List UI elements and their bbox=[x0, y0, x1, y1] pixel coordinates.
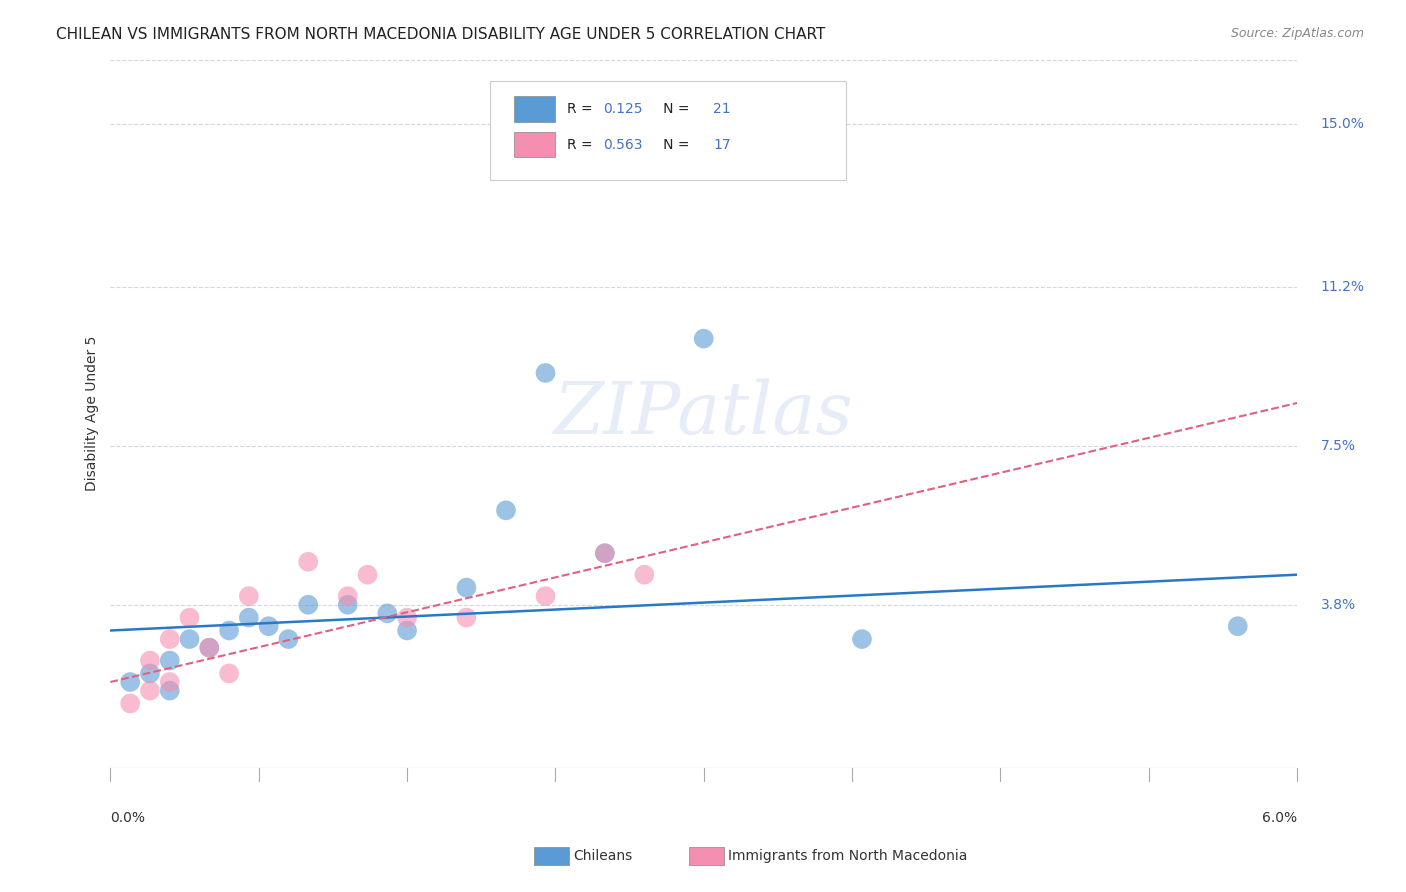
Point bbox=[159, 683, 181, 698]
Point bbox=[356, 567, 378, 582]
Point bbox=[534, 366, 557, 380]
Point bbox=[238, 610, 260, 624]
Point bbox=[198, 640, 221, 655]
Text: N =: N = bbox=[651, 103, 695, 116]
Point bbox=[534, 589, 557, 603]
Text: N =: N = bbox=[651, 137, 695, 152]
Point bbox=[179, 610, 201, 624]
Point bbox=[277, 632, 299, 646]
Point bbox=[218, 624, 240, 638]
Point bbox=[495, 503, 517, 517]
Point bbox=[198, 640, 221, 655]
Text: Immigrants from North Macedonia: Immigrants from North Macedonia bbox=[728, 849, 967, 863]
Point bbox=[297, 555, 319, 569]
Bar bbox=[513, 132, 555, 157]
Text: 3.8%: 3.8% bbox=[1320, 598, 1355, 612]
Point bbox=[159, 632, 181, 646]
Point bbox=[396, 610, 419, 624]
Point bbox=[257, 619, 280, 633]
Point bbox=[159, 675, 181, 690]
Point bbox=[159, 654, 181, 668]
Text: 11.2%: 11.2% bbox=[1320, 280, 1365, 294]
Point bbox=[633, 567, 655, 582]
Text: 17: 17 bbox=[713, 137, 731, 152]
Point bbox=[593, 546, 616, 560]
Text: 0.563: 0.563 bbox=[603, 137, 643, 152]
Text: R =: R = bbox=[567, 103, 598, 116]
Text: 15.0%: 15.0% bbox=[1320, 117, 1365, 131]
Point bbox=[336, 589, 359, 603]
Text: ZIPatlas: ZIPatlas bbox=[554, 378, 853, 449]
Bar bbox=[513, 96, 555, 122]
Text: 6.0%: 6.0% bbox=[1263, 811, 1298, 825]
Point bbox=[375, 607, 398, 621]
Point bbox=[218, 666, 240, 681]
Point bbox=[456, 581, 478, 595]
Text: Source: ZipAtlas.com: Source: ZipAtlas.com bbox=[1230, 27, 1364, 40]
Point bbox=[139, 666, 162, 681]
Point bbox=[297, 598, 319, 612]
Point bbox=[1226, 619, 1249, 633]
FancyBboxPatch shape bbox=[491, 81, 846, 180]
Point bbox=[336, 598, 359, 612]
Point bbox=[238, 589, 260, 603]
Text: R =: R = bbox=[567, 137, 598, 152]
Text: CHILEAN VS IMMIGRANTS FROM NORTH MACEDONIA DISABILITY AGE UNDER 5 CORRELATION CH: CHILEAN VS IMMIGRANTS FROM NORTH MACEDON… bbox=[56, 27, 825, 42]
Point bbox=[139, 654, 162, 668]
Text: 0.0%: 0.0% bbox=[111, 811, 145, 825]
Point bbox=[456, 610, 478, 624]
Point bbox=[139, 683, 162, 698]
Text: Chileans: Chileans bbox=[574, 849, 633, 863]
Point bbox=[179, 632, 201, 646]
Text: 7.5%: 7.5% bbox=[1320, 439, 1355, 453]
Point bbox=[693, 332, 716, 346]
Point bbox=[396, 624, 419, 638]
Y-axis label: Disability Age Under 5: Disability Age Under 5 bbox=[86, 336, 100, 491]
Text: 0.125: 0.125 bbox=[603, 103, 643, 116]
Point bbox=[851, 632, 873, 646]
Point bbox=[120, 675, 142, 690]
Point bbox=[593, 546, 616, 560]
Point bbox=[120, 697, 142, 711]
Text: 21: 21 bbox=[713, 103, 731, 116]
